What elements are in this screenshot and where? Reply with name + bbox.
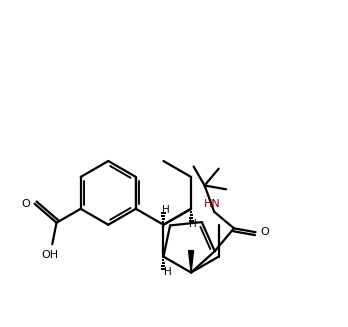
Text: O: O [261,227,269,237]
Polygon shape [189,250,193,272]
Text: O: O [21,199,30,209]
Text: H: H [161,205,169,215]
Text: OH: OH [42,250,59,260]
Text: H: H [164,267,171,277]
Text: H: H [189,219,197,229]
Text: HN: HN [204,199,221,209]
